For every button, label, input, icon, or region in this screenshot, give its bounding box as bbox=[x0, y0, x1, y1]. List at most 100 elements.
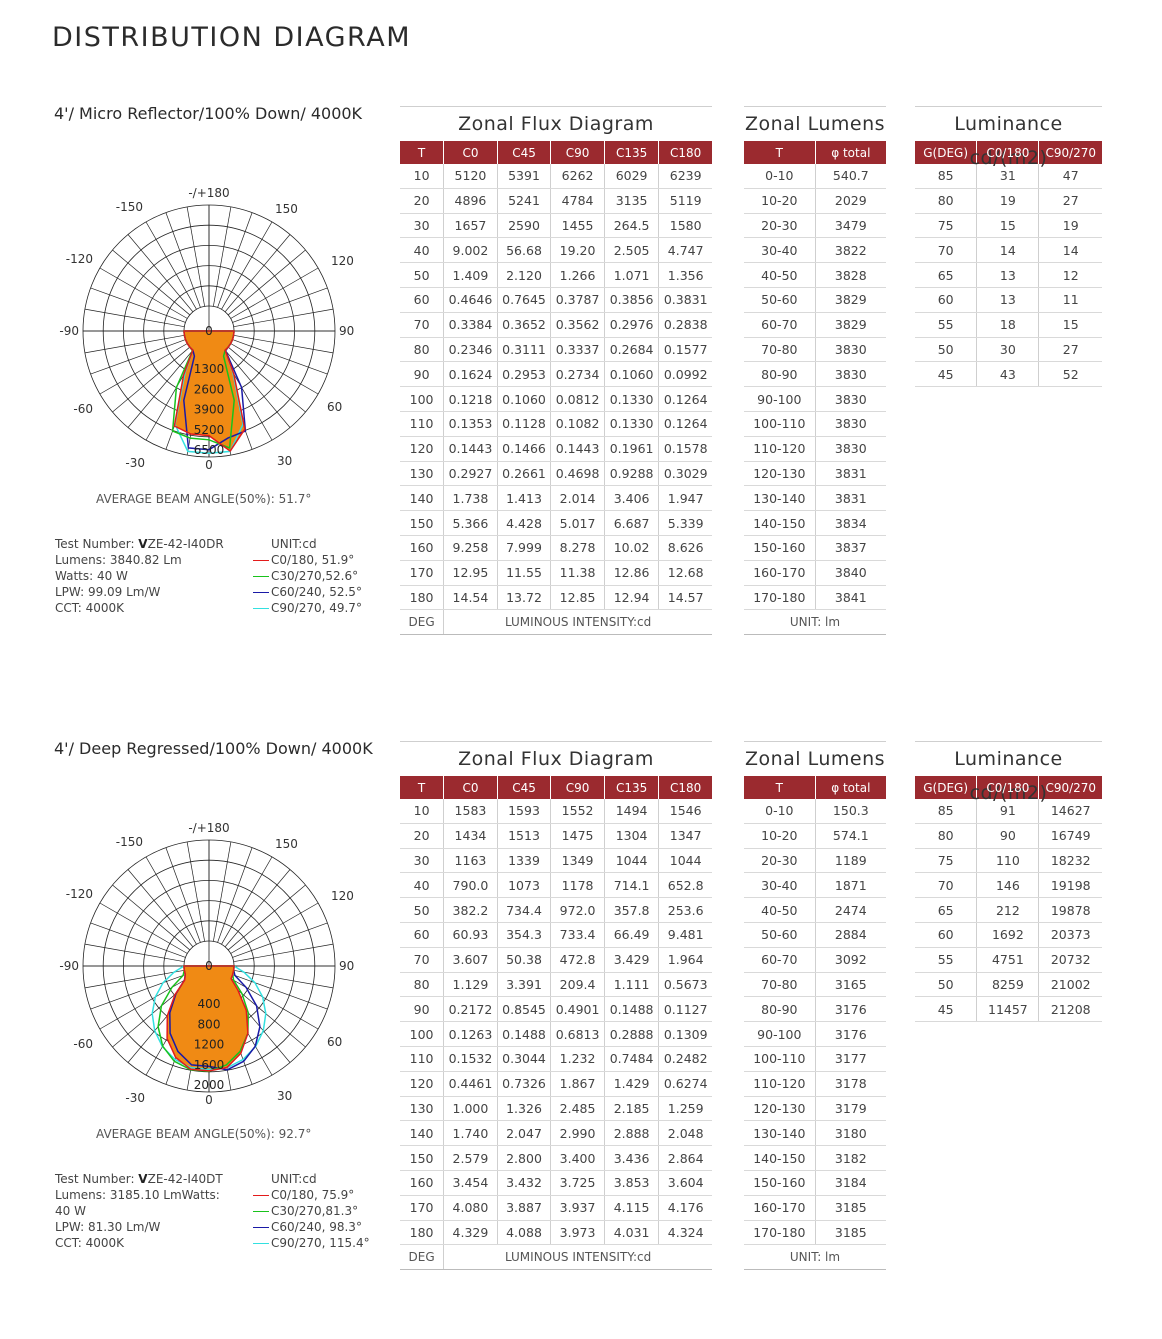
table-cell: 0.3384 bbox=[443, 312, 498, 338]
table-cell: 1692 bbox=[976, 922, 1040, 948]
polar-spoke bbox=[112, 249, 191, 316]
table-cell: 10 bbox=[400, 799, 445, 824]
table-cell: 3829 bbox=[815, 287, 886, 313]
test-number-prefix: V bbox=[138, 1172, 148, 1186]
column-header: T bbox=[400, 141, 445, 164]
table-cell: 6.687 bbox=[604, 510, 660, 536]
table-cell: 30 bbox=[400, 213, 445, 239]
legend-swatch bbox=[253, 1242, 269, 1244]
table-cell: 0.1082 bbox=[550, 411, 605, 437]
table-row: 10 5120 5391 6262 6029 6239 bbox=[400, 164, 712, 189]
table-cell: 0-10 bbox=[744, 164, 816, 189]
polar-spoke bbox=[230, 343, 319, 395]
table-cell: 3830 bbox=[815, 411, 886, 437]
table-row: 170-180 3185 bbox=[744, 1220, 886, 1246]
table-cell: 65 bbox=[915, 897, 978, 923]
table-cell: 20 bbox=[400, 188, 445, 214]
table-cell: 91 bbox=[976, 799, 1040, 824]
table-cell: 1304 bbox=[604, 823, 660, 849]
angle-label-a150l: -150 bbox=[116, 200, 143, 214]
table-cell: 3.432 bbox=[497, 1170, 552, 1196]
table-cell: 2.579 bbox=[443, 1145, 498, 1171]
table-cell: 3831 bbox=[815, 461, 886, 487]
table-cell: 0.7484 bbox=[604, 1046, 660, 1072]
polar-spoke bbox=[217, 212, 253, 308]
table-row: 50 382.2 734.4 972.0 357.8 253.6 bbox=[400, 897, 712, 923]
table-cell: 2884 bbox=[815, 922, 886, 948]
legend-label: C90/270, 49.7° bbox=[271, 601, 362, 615]
table-cell: 8.626 bbox=[658, 535, 712, 561]
table-row: 10-20 574.1 bbox=[744, 823, 886, 849]
table-cell: 0.3831 bbox=[658, 287, 712, 313]
table-cell: 19 bbox=[1038, 213, 1102, 239]
table-cell: 3.406 bbox=[604, 485, 660, 512]
polar-spoke bbox=[233, 943, 334, 963]
table-cell: 3831 bbox=[815, 485, 886, 512]
polar-spoke bbox=[99, 267, 188, 319]
table-cell: 0.2927 bbox=[443, 461, 498, 487]
table-cell: 13.72 bbox=[497, 585, 552, 611]
column-header: C45 bbox=[497, 141, 552, 164]
table-footer-row: UNIT: lm bbox=[744, 609, 886, 636]
table-cell: 12.86 bbox=[604, 560, 660, 586]
polar-spoke bbox=[84, 969, 185, 989]
ring-label: 1200 bbox=[194, 1038, 225, 1052]
column-header: C45 bbox=[497, 776, 552, 799]
zonal-flux-table: T C0 C45 C90 C135 C180 10 5120 5391 6262 6029 6239 2… bbox=[400, 141, 712, 636]
table-cell: 264.5 bbox=[604, 213, 660, 239]
table-cell: 6262 bbox=[550, 164, 605, 189]
table-cell: 5391 bbox=[497, 164, 552, 189]
table-cell: 30 bbox=[976, 337, 1040, 363]
table-cell: 0.3787 bbox=[550, 287, 605, 313]
table-cell: 0.1488 bbox=[604, 996, 660, 1023]
table-cell: 50 bbox=[400, 262, 445, 288]
table-row: 65 13 12 bbox=[915, 262, 1102, 288]
table-cell: 6239 bbox=[658, 164, 712, 189]
table-footer-cell: DEG bbox=[400, 1244, 445, 1271]
table-cell: 2.888 bbox=[604, 1120, 660, 1147]
table-row: 170 4.080 3.887 3.937 4.115 4.176 bbox=[400, 1195, 712, 1221]
luminance-table: G(DEG) C0/180 C90/270 85 91 14627 80 90 16749 75 1… bbox=[915, 776, 1102, 1023]
table-cell: 1546 bbox=[658, 799, 712, 824]
table-cell: 19.20 bbox=[550, 237, 605, 264]
angle-label-a60l: -60 bbox=[73, 1037, 93, 1051]
table-cell: 56.68 bbox=[497, 237, 552, 264]
table-cell: 1.947 bbox=[658, 485, 712, 512]
table-cell: 9.258 bbox=[443, 535, 498, 561]
table-row: 80-90 3176 bbox=[744, 996, 886, 1023]
table-cell: 160 bbox=[400, 535, 445, 561]
table-row: 60-70 3092 bbox=[744, 947, 886, 973]
legend-item-c60: C60/240, 52.5° bbox=[253, 584, 362, 600]
table-row: 65 212 19878 bbox=[915, 897, 1102, 923]
table-cell: 7.999 bbox=[497, 535, 552, 561]
table-cell: 540.7 bbox=[815, 164, 886, 189]
polar-diagram: 0 1300 2600 3900 5200 6500 -/+180 0 -90 90 -150 150… bbox=[59, 186, 354, 472]
column-header: C0/180 bbox=[976, 141, 1040, 164]
beam-angle: AVERAGE BEAM ANGLE(50%): 51.7° bbox=[96, 492, 312, 506]
legend-unit: UNIT:cd bbox=[271, 537, 317, 551]
table-row: 40 790.0 1073 1178 714.1 652.8 bbox=[400, 872, 712, 899]
table-cell: 14627 bbox=[1038, 799, 1102, 824]
table-row: 40-50 2474 bbox=[744, 897, 886, 923]
table-cell: 4896 bbox=[443, 188, 498, 214]
polar-wrap: 0 400 800 1200 1600 2000 -/+180 0 -90 90 -150 150 -1… bbox=[40, 809, 380, 1129]
luminance-title: Luminance cd/(m2) bbox=[915, 106, 1102, 169]
table-cell: 0.1128 bbox=[497, 411, 552, 437]
table-cell: 50-60 bbox=[744, 287, 816, 313]
curve-legend: UNIT:cd C0/180, 51.9° C30/270,52.6° C60/240… bbox=[253, 536, 362, 616]
table-cell: 70-80 bbox=[744, 972, 816, 998]
table-cell: 0.2976 bbox=[604, 312, 660, 338]
table-cell: 70 bbox=[400, 947, 445, 973]
polar-spoke bbox=[232, 922, 328, 958]
table-cell: 3830 bbox=[815, 386, 886, 412]
table-cell: 734.4 bbox=[497, 897, 552, 923]
polar-spoke bbox=[221, 856, 273, 945]
table-cell: 10.02 bbox=[604, 535, 660, 561]
zonal-flux-title: Zonal Flux Diagram bbox=[400, 106, 712, 141]
table-cell: 3.937 bbox=[550, 1195, 605, 1221]
table-row: 50 30 27 bbox=[915, 337, 1102, 363]
table-row: 45 43 52 bbox=[915, 361, 1102, 388]
table-row: 80 90 16749 bbox=[915, 823, 1102, 849]
legend-label: C30/270,81.3° bbox=[271, 1204, 359, 1218]
legend-item-c30: C30/270,52.6° bbox=[253, 568, 362, 584]
